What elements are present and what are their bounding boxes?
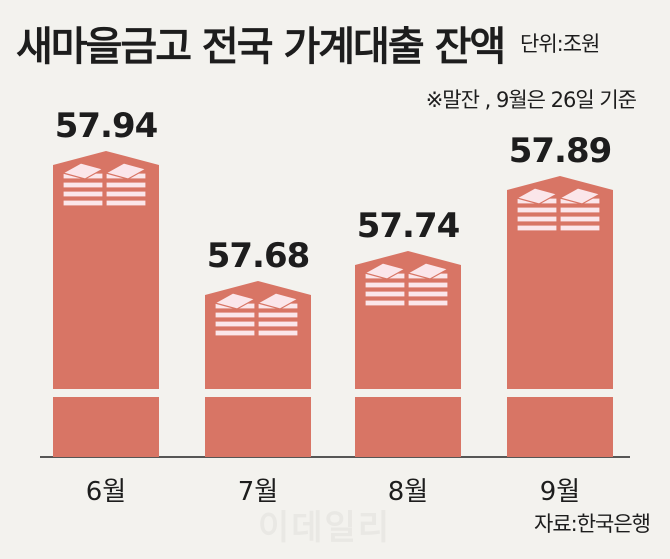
money-stack-top — [558, 187, 602, 205]
money-sheet — [105, 190, 147, 198]
money-stack-icon — [515, 187, 559, 232]
chart-title: 새마을금고 전국 가계대출 잔액 — [16, 24, 506, 70]
bar-top — [355, 251, 461, 265]
axis-break-gap — [51, 389, 161, 397]
bar-group: 57.94 6월 — [51, 106, 161, 507]
money-stack-top — [256, 292, 300, 310]
axis-break-gap — [505, 389, 615, 397]
unit-label: 단위:조원 — [520, 32, 600, 56]
money-sheet — [214, 320, 256, 328]
money-sheet — [62, 199, 104, 207]
money-stack-icon — [104, 162, 148, 207]
money-stack-icon — [406, 262, 450, 307]
money-sheet — [62, 181, 104, 189]
money-stack-icon — [213, 292, 257, 337]
money-sheet — [407, 299, 449, 307]
money-sheet — [364, 281, 406, 289]
value-label: 57.74 — [357, 206, 460, 246]
value-label: 57.94 — [55, 106, 158, 146]
money-stack-icon — [363, 262, 407, 307]
money-stack-top — [406, 262, 450, 280]
money-stack-top — [61, 162, 105, 180]
money-sheet — [364, 299, 406, 307]
category-label: 8월 — [388, 477, 428, 507]
bar-top — [507, 176, 613, 190]
money-sheet — [214, 329, 256, 337]
bar-group: 57.89 9월 — [505, 131, 615, 507]
money-stack-icon — [61, 162, 105, 207]
money-stack-top — [515, 187, 559, 205]
bar-top — [53, 151, 159, 165]
category-label: 7월 — [238, 477, 278, 507]
footnote: ※말잔 , 9월은 26일 기준 — [425, 88, 637, 112]
source-label: 자료:한국은행 — [534, 512, 651, 536]
money-sheet — [559, 215, 601, 223]
money-sheet — [257, 320, 299, 328]
money-sheet — [559, 206, 601, 214]
money-stack-top — [213, 292, 257, 310]
money-sheet — [516, 224, 558, 232]
money-stack-top — [104, 162, 148, 180]
money-sheet — [62, 190, 104, 198]
value-label: 57.89 — [509, 131, 612, 171]
bar — [205, 295, 311, 457]
value-label: 57.68 — [207, 236, 310, 276]
axis-break-gap — [353, 389, 463, 397]
money-stack-top — [363, 262, 407, 280]
money-stack-icon — [558, 187, 602, 232]
bar — [53, 165, 159, 457]
bar-top — [205, 281, 311, 295]
money-sheet — [516, 206, 558, 214]
category-label: 6월 — [86, 477, 126, 507]
bar-group: 57.74 8월 — [353, 206, 463, 507]
money-sheet — [257, 311, 299, 319]
money-sheet — [407, 281, 449, 289]
money-sheet — [407, 290, 449, 298]
money-sheet — [105, 199, 147, 207]
money-sheet — [105, 181, 147, 189]
bar-group: 57.68 7월 — [203, 236, 313, 507]
money-sheet — [214, 311, 256, 319]
money-sheet — [257, 329, 299, 337]
axis-break-gap — [203, 389, 313, 397]
watermark: 이데일리 — [258, 508, 392, 548]
money-sheet — [364, 290, 406, 298]
bar — [507, 190, 613, 457]
category-label: 9월 — [540, 477, 580, 507]
money-sheet — [516, 215, 558, 223]
money-sheet — [559, 224, 601, 232]
money-stack-icon — [256, 292, 300, 337]
